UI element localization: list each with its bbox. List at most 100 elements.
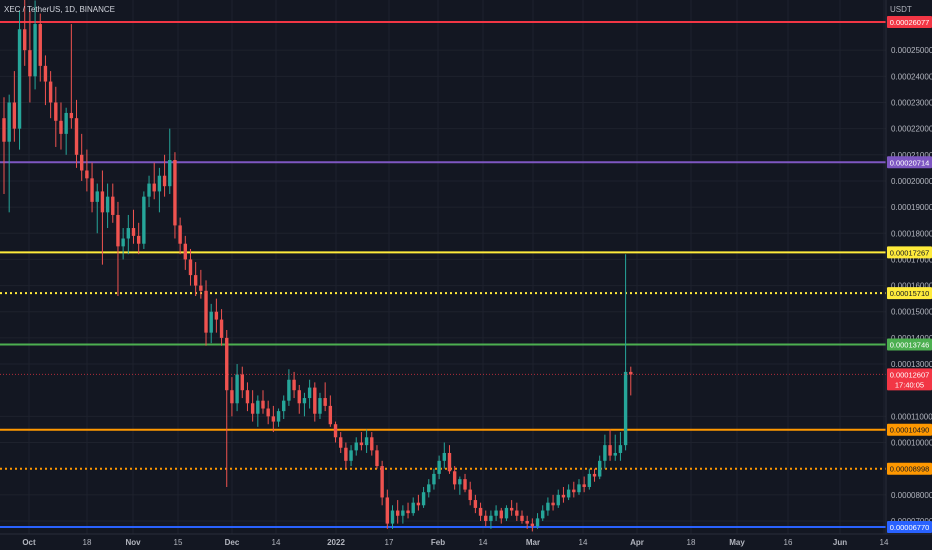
- candle-body[interactable]: [385, 497, 390, 524]
- candle-body[interactable]: [261, 400, 265, 409]
- candle-body[interactable]: [256, 400, 260, 414]
- candle-body[interactable]: [437, 460, 441, 474]
- candle-body[interactable]: [116, 214, 120, 247]
- candle-body[interactable]: [525, 520, 529, 524]
- candle-body[interactable]: [395, 510, 400, 516]
- candle-body[interactable]: [427, 484, 431, 493]
- candle-body[interactable]: [297, 390, 301, 404]
- candle-body[interactable]: [85, 170, 89, 179]
- candle-body[interactable]: [613, 452, 617, 456]
- candle-body[interactable]: [354, 442, 358, 451]
- candle-body[interactable]: [577, 484, 581, 493]
- price-axis-panel[interactable]: [886, 0, 932, 534]
- candle-body[interactable]: [307, 387, 312, 399]
- candle-body[interactable]: [188, 259, 193, 276]
- candle-body[interactable]: [411, 502, 415, 514]
- candle-body[interactable]: [390, 510, 395, 524]
- candle-body[interactable]: [318, 398, 322, 414]
- candle-body[interactable]: [168, 160, 172, 187]
- candle-body[interactable]: [587, 473, 592, 487]
- candle-body[interactable]: [250, 403, 255, 414]
- candle-body[interactable]: [468, 489, 472, 501]
- candle-body[interactable]: [313, 387, 317, 414]
- candle-body[interactable]: [204, 290, 208, 333]
- candle-body[interactable]: [214, 311, 219, 320]
- candle-body[interactable]: [608, 445, 612, 456]
- candle-body[interactable]: [364, 437, 369, 446]
- candle-body[interactable]: [219, 319, 224, 338]
- candle-body[interactable]: [266, 408, 270, 417]
- candle-body[interactable]: [235, 374, 239, 404]
- candle-body[interactable]: [287, 379, 291, 401]
- candle-body[interactable]: [484, 515, 488, 521]
- candle-body[interactable]: [603, 445, 607, 461]
- candle-body[interactable]: [136, 235, 141, 244]
- candle-body[interactable]: [245, 390, 250, 404]
- candle-body[interactable]: [147, 183, 151, 197]
- candle-body[interactable]: [48, 81, 53, 103]
- candle-body[interactable]: [447, 452, 452, 472]
- candle-body[interactable]: [629, 371, 633, 375]
- candle-body[interactable]: [59, 120, 63, 134]
- candle-body[interactable]: [494, 510, 498, 516]
- candle-body[interactable]: [582, 484, 586, 487]
- candle-body[interactable]: [380, 466, 384, 498]
- candle-body[interactable]: [520, 515, 524, 521]
- candle-body[interactable]: [271, 416, 276, 422]
- candle-body[interactable]: [225, 337, 229, 391]
- candle-body[interactable]: [142, 196, 146, 244]
- candle-body[interactable]: [489, 515, 493, 521]
- candle-body[interactable]: [2, 118, 6, 142]
- candle-body[interactable]: [566, 489, 571, 498]
- candle-body[interactable]: [598, 460, 602, 477]
- candle-body[interactable]: [452, 471, 457, 485]
- candle-body[interactable]: [333, 424, 338, 438]
- candle-body[interactable]: [240, 374, 244, 391]
- candle-body[interactable]: [38, 24, 42, 66]
- candle-body[interactable]: [339, 437, 343, 448]
- candle-body[interactable]: [344, 447, 348, 461]
- candle-body[interactable]: [157, 175, 162, 192]
- candle-body[interactable]: [209, 311, 213, 333]
- candle-body[interactable]: [152, 183, 156, 192]
- candle-body[interactable]: [95, 191, 99, 202]
- candle-body[interactable]: [199, 285, 203, 291]
- candle-body[interactable]: [54, 102, 58, 121]
- candle-body[interactable]: [473, 500, 478, 508]
- time-axis-panel[interactable]: [0, 534, 932, 550]
- candle-body[interactable]: [328, 405, 333, 425]
- candle-body[interactable]: [515, 510, 519, 516]
- candle-body[interactable]: [12, 102, 17, 129]
- candle-body[interactable]: [183, 243, 187, 260]
- candle-body[interactable]: [478, 507, 483, 516]
- candle-body[interactable]: [546, 502, 550, 511]
- candle-body[interactable]: [416, 502, 421, 506]
- candle-body[interactable]: [126, 228, 131, 239]
- candle-body[interactable]: [618, 445, 623, 453]
- candle-body[interactable]: [556, 494, 560, 506]
- candle-body[interactable]: [530, 523, 535, 527]
- candle-body[interactable]: [131, 228, 136, 236]
- candle-body[interactable]: [111, 196, 115, 215]
- candle-body[interactable]: [80, 154, 84, 171]
- candle-body[interactable]: [458, 479, 462, 485]
- candle-body[interactable]: [90, 178, 94, 202]
- candle-body[interactable]: [463, 479, 467, 490]
- candle-body[interactable]: [572, 489, 576, 493]
- candle-body[interactable]: [173, 160, 177, 226]
- candle-body[interactable]: [162, 175, 167, 187]
- candle-body[interactable]: [406, 510, 410, 514]
- candle-body[interactable]: [121, 238, 125, 247]
- candle-body[interactable]: [33, 24, 37, 77]
- candle-body[interactable]: [230, 390, 234, 404]
- candle-body[interactable]: [178, 225, 182, 244]
- candle-body[interactable]: [349, 450, 353, 461]
- candle-body[interactable]: [276, 411, 281, 422]
- candle-body[interactable]: [100, 191, 105, 213]
- candle-body[interactable]: [592, 473, 597, 477]
- candle-body[interactable]: [432, 473, 436, 485]
- candle-body[interactable]: [23, 29, 27, 51]
- candle-body[interactable]: [401, 510, 405, 516]
- candle-body[interactable]: [504, 507, 509, 519]
- candle-body[interactable]: [292, 379, 296, 391]
